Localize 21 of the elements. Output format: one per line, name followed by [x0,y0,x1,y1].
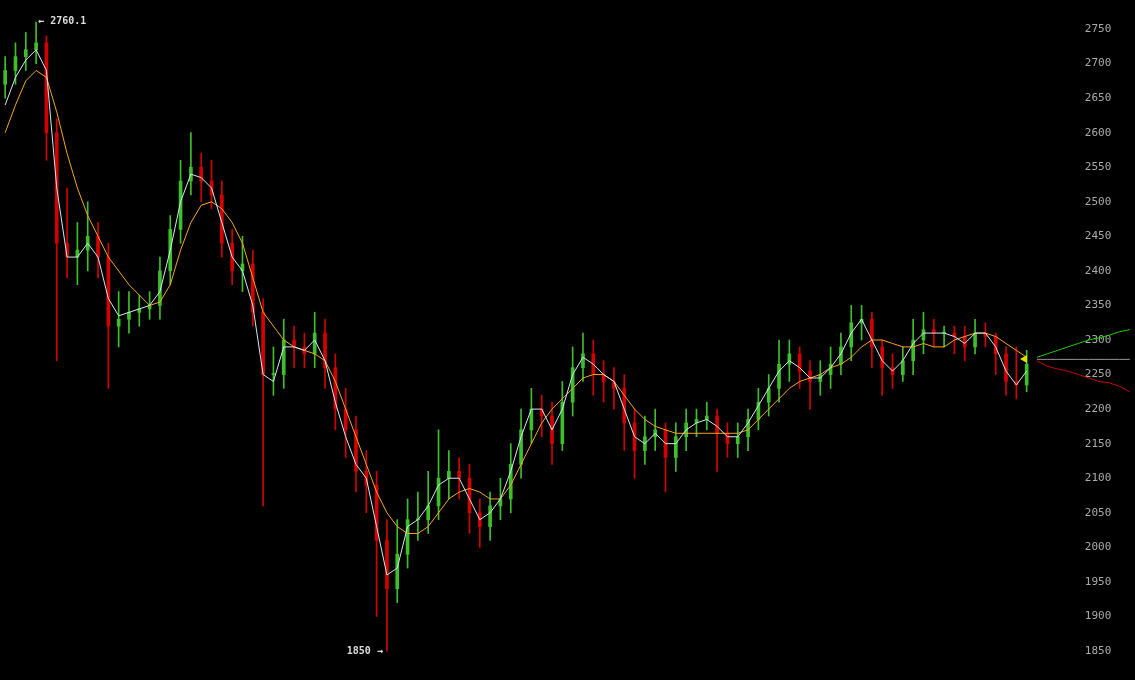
annotation: 1850 → [346,644,383,656]
y-tick-label: 2400 [1084,263,1112,277]
y-tick-label: 2550 [1084,160,1112,174]
y-tick-label: 2600 [1084,125,1112,139]
y-tick-label: 2500 [1084,194,1112,208]
y-tick-label: 2100 [1084,471,1112,485]
y-tick-label: 2700 [1084,56,1112,70]
y-tick-label: 2450 [1084,229,1112,243]
y-tick-label: 2300 [1084,332,1112,346]
y-tick-label: 2000 [1084,540,1112,554]
y-tick-label: 2150 [1084,436,1112,450]
y-tick-label: 1850 [1084,643,1112,657]
y-tick-label: 2650 [1084,90,1112,104]
y-tick-label: 2750 [1084,21,1112,35]
y-tick-label: 1950 [1084,574,1112,588]
y-tick-label: 2350 [1084,298,1112,312]
y-tick-label: 1900 [1084,609,1112,623]
y-tick-label: 2200 [1084,401,1112,415]
y-tick-label: 2250 [1084,367,1112,381]
annotation: ← 2760.1 [38,14,87,26]
y-tick-label: 2050 [1084,505,1112,519]
